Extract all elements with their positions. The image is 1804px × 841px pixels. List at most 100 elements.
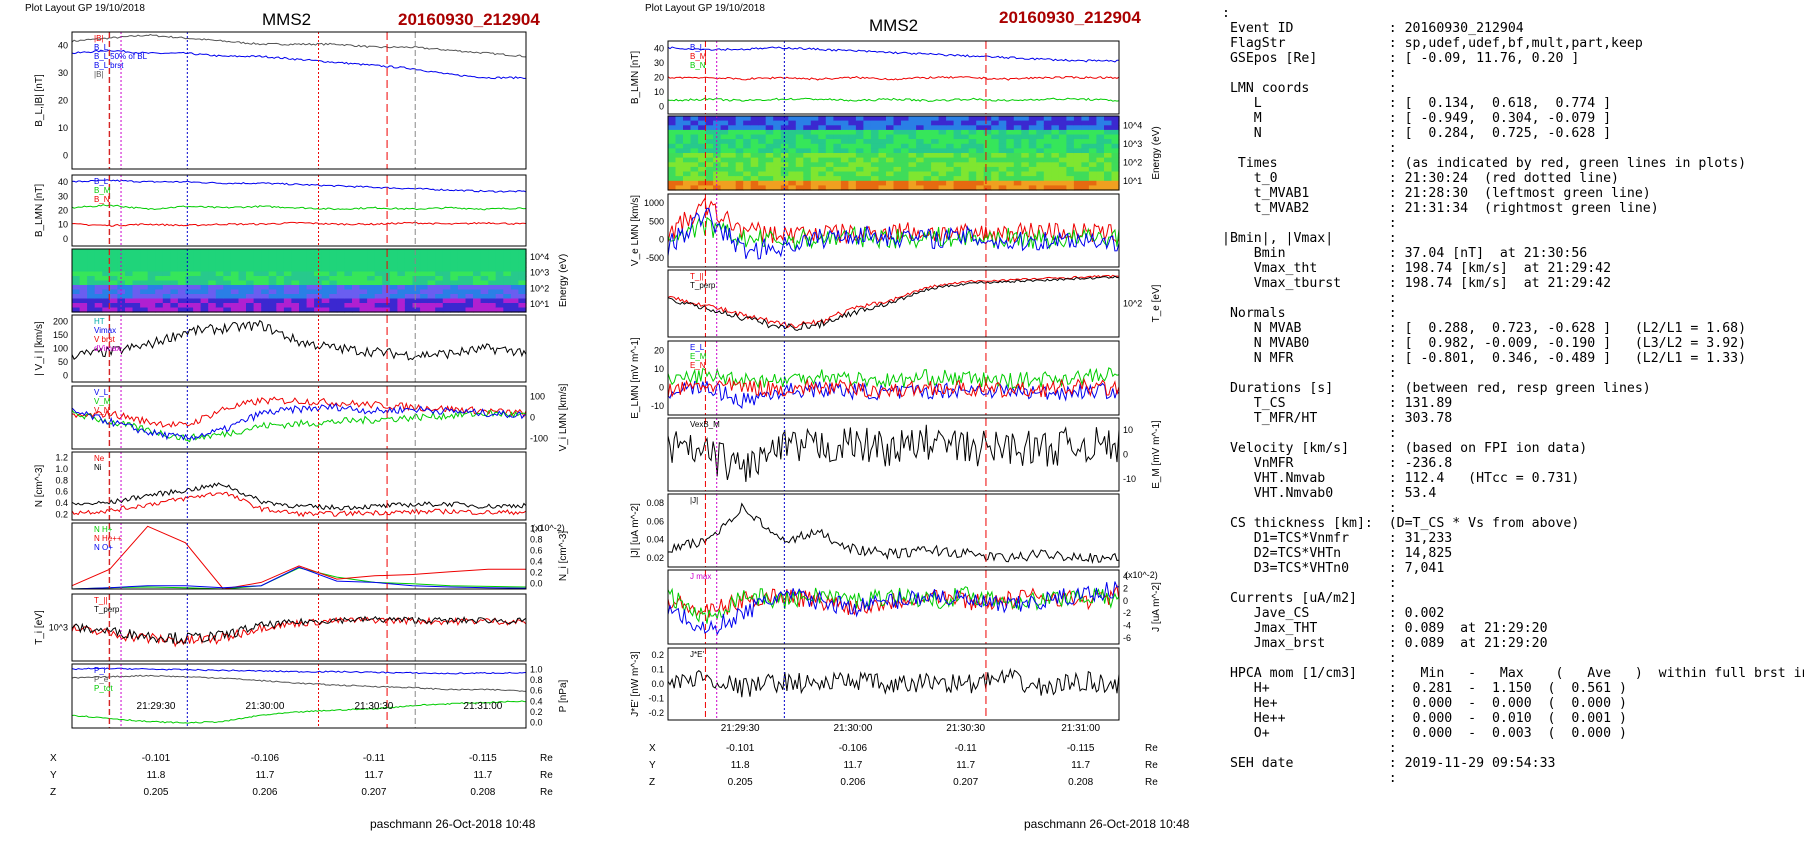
y-tick-label: 0.8	[530, 535, 543, 545]
spectrogram-cell	[125, 289, 134, 295]
y-tick-label: 10	[654, 364, 664, 374]
spectrogram-cell	[299, 253, 308, 259]
spectrogram-cell	[177, 303, 187, 309]
spectrogram-cell	[878, 148, 887, 154]
spectrogram-cell	[435, 253, 444, 259]
spectrogram-cell	[946, 139, 955, 145]
series-line	[667, 216, 1120, 251]
spectrogram-cell	[412, 271, 421, 277]
spectrogram-cell	[773, 139, 782, 145]
spectrogram-cell	[983, 120, 992, 126]
spectrogram-cell	[299, 271, 308, 277]
spectrogram-cell	[705, 171, 714, 177]
spectrogram-cell	[291, 294, 300, 300]
spectrogram-cell	[450, 280, 459, 286]
spectrogram-cell	[833, 148, 842, 154]
spectrogram-cell	[961, 148, 970, 154]
spectrogram-cell	[991, 129, 1000, 136]
spectrogram-cell	[675, 134, 684, 140]
spectrogram-cell	[1096, 171, 1105, 177]
spectrogram-cell	[503, 303, 512, 309]
spectrogram-cell	[1096, 143, 1105, 149]
spectrogram-cell	[344, 298, 353, 304]
spectrogram-cell	[200, 289, 209, 295]
info-line: T_CS : 131.89	[1253, 396, 1453, 411]
spectrogram-cell	[705, 162, 714, 168]
spectrogram-cell	[886, 143, 895, 149]
spectrogram-cell	[336, 249, 345, 255]
spectrogram-cell	[427, 249, 436, 255]
spectrogram-cell	[991, 148, 1000, 154]
spectrogram-cell	[435, 303, 444, 309]
spectrogram-cell	[208, 280, 217, 286]
spectrogram-cell	[803, 180, 812, 186]
spectrogram-cell	[668, 148, 677, 154]
spectrogram-cell	[382, 303, 391, 309]
spectrogram-cell	[435, 298, 444, 304]
series-line	[71, 525, 526, 590]
spectrogram-cell	[750, 120, 759, 126]
spectrogram-cell	[735, 176, 744, 182]
spectrogram-cell	[1073, 116, 1082, 122]
multiplier-label: (x10^-2)	[532, 523, 565, 533]
spectrogram-cell	[803, 116, 812, 122]
spectrogram-cell	[780, 180, 789, 186]
spectrogram-cell	[109, 267, 118, 273]
y-axis-label: |J| [uA m^-2]	[630, 503, 641, 558]
spectrogram-cell	[155, 280, 164, 286]
legend-entry: B_L 50% of BL	[94, 52, 148, 61]
ephemeris-label: X	[50, 753, 57, 764]
spectrogram-cell	[1058, 180, 1067, 186]
y-tick-label: 10^2	[530, 283, 549, 293]
spectrogram-cell	[705, 166, 714, 173]
spectrogram-cell	[185, 271, 194, 277]
spectrogram-cell	[223, 303, 232, 309]
ephemeris-unit: Re	[540, 770, 553, 781]
legend-entry: N He++	[94, 534, 122, 543]
spectrogram-cell	[140, 253, 149, 259]
spectrogram-cell	[442, 289, 451, 295]
spectrogram-cell	[420, 267, 429, 273]
spectrogram-cell	[690, 129, 699, 136]
spectrogram-cell	[518, 294, 527, 300]
spectrogram-cell	[916, 171, 925, 177]
spectrogram-cell	[1066, 129, 1075, 136]
spectrogram-cell	[162, 271, 171, 277]
spectrogram-cell	[908, 120, 917, 126]
spectrogram-cell	[668, 134, 677, 140]
spectrogram-cell	[442, 262, 451, 268]
spectrogram-cell	[87, 253, 96, 259]
spectrogram-cell	[1043, 139, 1052, 145]
spectrogram-cell	[1058, 185, 1067, 191]
spectrogram-cell	[488, 276, 497, 282]
spectrogram-cell	[961, 129, 970, 136]
spectrogram-cell	[344, 294, 353, 300]
spectrogram-cell	[117, 258, 126, 264]
spectrogram-cell	[946, 180, 955, 186]
y-tick-label: 40	[58, 177, 68, 187]
y-tick-label: 0.02	[646, 553, 664, 563]
spectrogram-cell	[1028, 116, 1037, 122]
spectrogram-cell	[170, 276, 179, 282]
y-tick-label: 4	[1123, 571, 1128, 581]
spectrogram-cell	[810, 180, 819, 186]
spectrogram-cell	[968, 185, 977, 191]
y-axis-label: | V_i | [km/s]	[34, 321, 45, 376]
spectrogram-cell	[758, 171, 767, 177]
spectrogram-cell	[953, 180, 962, 186]
spectrogram-cell	[1051, 180, 1060, 186]
spectrogram-cell	[102, 307, 111, 313]
spectrogram-cell	[1096, 120, 1105, 126]
spectrogram-cell	[991, 120, 1000, 126]
spectrogram-cell	[916, 139, 925, 145]
series-line	[667, 584, 1120, 618]
spectrogram-cell	[299, 249, 308, 255]
spectrogram-cell	[1073, 176, 1082, 182]
spectrogram-cell	[420, 258, 429, 264]
spectrogram-cell	[344, 258, 353, 264]
series-line	[667, 75, 1120, 81]
info-line: t_0 : 21:30:24 (red dotted line)	[1253, 171, 1619, 186]
spectrogram-cell	[147, 262, 156, 268]
